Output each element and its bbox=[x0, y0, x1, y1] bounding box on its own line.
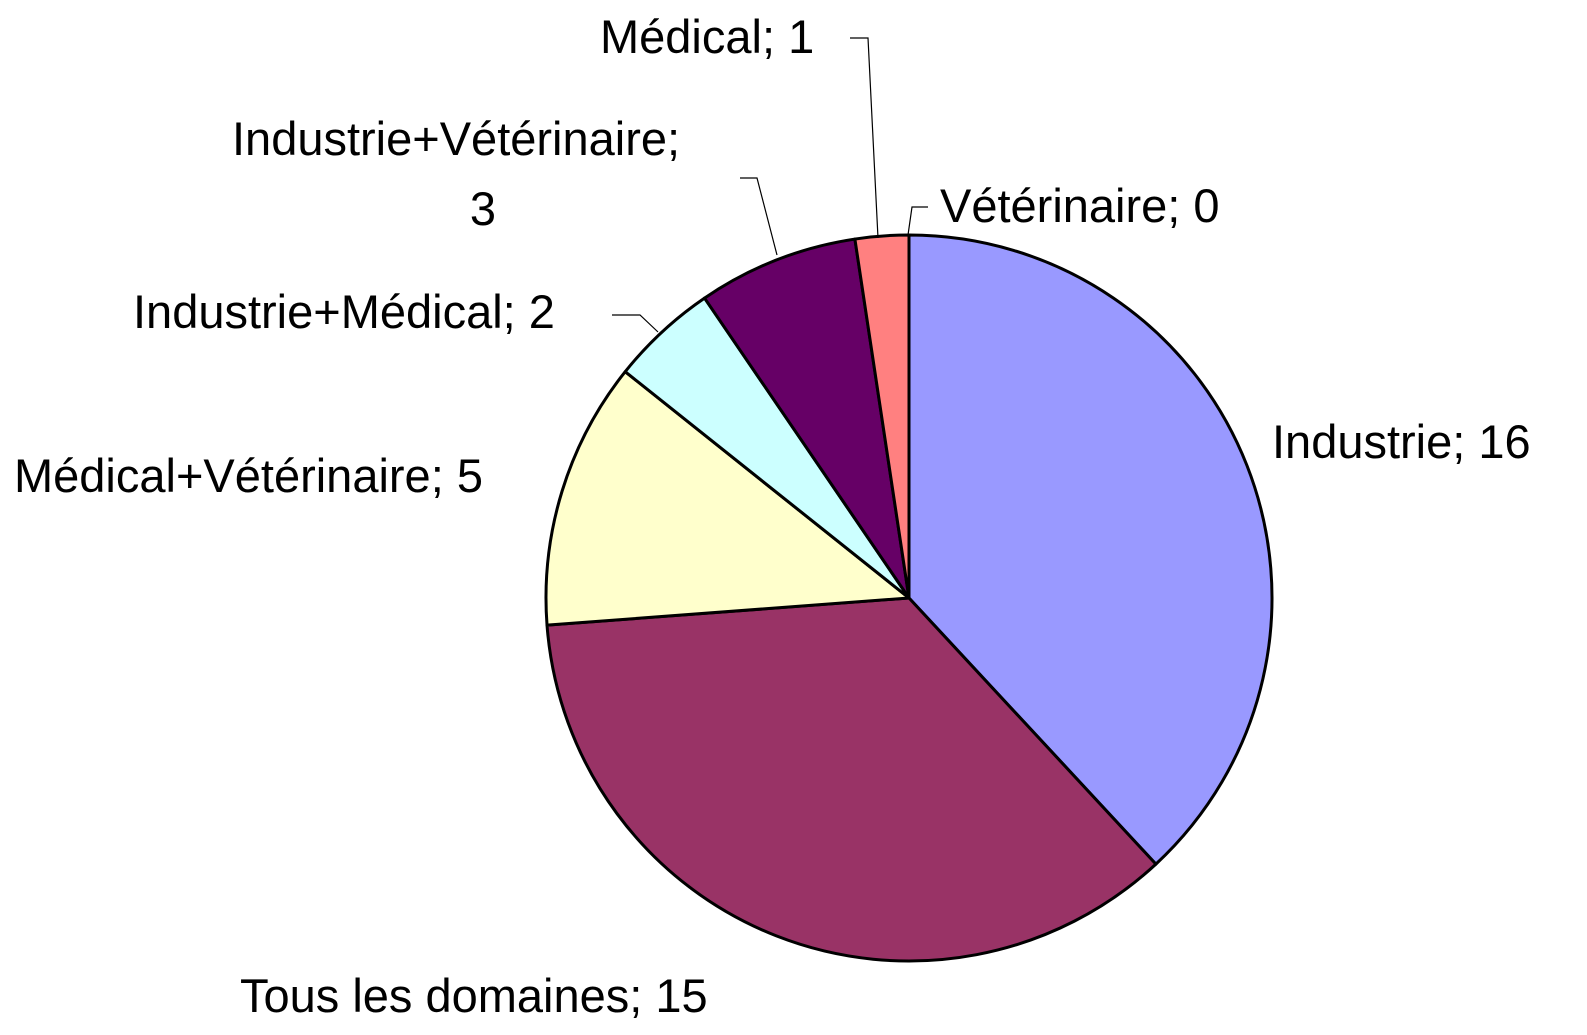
leader-line bbox=[612, 314, 659, 333]
label-value: 15 bbox=[655, 969, 707, 1022]
leader-line bbox=[850, 37, 879, 239]
label-category: Médical+Vétérinaire bbox=[14, 449, 431, 502]
leader-line bbox=[907, 206, 928, 236]
label-category: Industrie bbox=[1272, 415, 1452, 468]
label-separator: ; bbox=[503, 285, 529, 338]
label-separator: ; bbox=[667, 112, 680, 165]
pie-slice bbox=[544, 370, 911, 627]
label-category: Vétérinaire bbox=[940, 179, 1167, 232]
label-value: 0 bbox=[1193, 179, 1219, 232]
label-value: 5 bbox=[457, 449, 483, 502]
pie-slice bbox=[545, 596, 1158, 963]
label-separator: ; bbox=[431, 449, 457, 502]
label-value: 1 bbox=[788, 10, 814, 63]
label-value: 16 bbox=[1478, 415, 1530, 468]
label-separator: ; bbox=[1167, 179, 1193, 232]
data-label: Industrie+Vétérinaire; bbox=[232, 112, 680, 165]
data-label: Vétérinaire; 0 bbox=[940, 179, 1220, 232]
label-category: Tous les domaines bbox=[240, 969, 629, 1022]
label-category: Industrie+Vétérinaire bbox=[232, 112, 667, 165]
label-value: 2 bbox=[529, 285, 555, 338]
label-value: 3 bbox=[470, 182, 496, 235]
data-label: Industrie; 16 bbox=[1272, 415, 1531, 468]
label-category: Médical bbox=[600, 10, 762, 63]
leader-line bbox=[740, 177, 778, 256]
label-separator: ; bbox=[629, 969, 655, 1022]
label-category: Industrie+Médical bbox=[133, 285, 503, 338]
label-separator: ; bbox=[762, 10, 788, 63]
data-label: Médical; 1 bbox=[600, 10, 814, 63]
pie-slice bbox=[703, 237, 911, 600]
data-label: Médical+Vétérinaire; 5 bbox=[14, 449, 483, 502]
label-separator: ; bbox=[1452, 415, 1478, 468]
data-label: Industrie+Médical; 2 bbox=[133, 285, 555, 338]
pie-slice bbox=[907, 233, 1274, 866]
data-label: Tous les domaines; 15 bbox=[240, 969, 708, 1022]
